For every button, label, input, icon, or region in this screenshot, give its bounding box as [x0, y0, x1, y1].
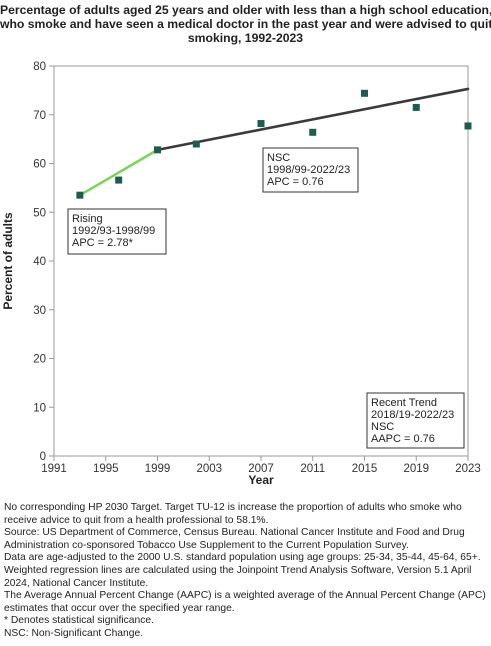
footnotes: No corresponding HP 2030 Target. Target …: [4, 502, 488, 641]
y-axis: 0 10 20 30 40 50 60 70 80: [33, 61, 54, 463]
annotation-line: 2018/19-2022/23: [371, 409, 454, 421]
y-tick-label: 30: [33, 305, 46, 317]
annotation-line: Recent Trend: [371, 397, 437, 409]
y-tick-label: 50: [33, 207, 46, 219]
chart-title: Percentage of adults aged 25 years and o…: [0, 3, 491, 45]
trend-chart: 0 10 20 30 40 50 60 70 80 1991 1995 1999 2003 2007 20…: [1, 61, 481, 487]
footnote-nsc: NSC: Non-Significant Change.: [4, 627, 144, 639]
x-tick-label: 2019: [403, 463, 429, 475]
x-tick-label: 1999: [145, 463, 171, 475]
x-axis-label: Year: [248, 473, 274, 487]
chart-title-line-1: Percentage of adults aged 25 years and o…: [0, 3, 491, 17]
annotation-frame: [366, 392, 465, 449]
annotation-line: AAPC = 0.76: [371, 433, 435, 445]
y-tick-label: 0: [40, 451, 46, 463]
trend-segment-1: [78, 148, 159, 197]
data-point: [412, 103, 420, 111]
annotation-line: 1998/99-2022/23: [267, 164, 350, 176]
trend-lines: [78, 87, 470, 197]
annotation-line: Rising: [72, 213, 103, 225]
data-point: [361, 89, 368, 97]
footnote-aapc: The Average Annual Percent Change (AAPC)…: [4, 590, 489, 614]
chart-title-line-3: smoking, 1992-2023: [187, 31, 304, 45]
x-axis: 1991 1995 1999 2003 2007 2011 2015 2019 2023: [41, 456, 481, 475]
data-point: [464, 122, 472, 130]
y-tick-label: 70: [33, 110, 46, 122]
data-point: [192, 140, 200, 148]
x-tick-label: 2015: [352, 463, 378, 475]
plot-frame: [53, 65, 469, 457]
data-points: [76, 89, 472, 199]
annotation-line: APC = 2.78*: [72, 237, 134, 249]
annotation-line: NSC: [371, 421, 394, 433]
data-point: [115, 176, 123, 184]
x-tick-label: 1991: [41, 463, 67, 475]
data-point: [257, 120, 265, 128]
x-tick-label: 2011: [300, 463, 325, 475]
x-tick-label: 2007: [248, 463, 274, 475]
y-tick-label: 80: [33, 61, 46, 73]
footnote-significance: * Denotes statistical significance.: [4, 615, 154, 627]
x-tick-label: 1995: [93, 463, 119, 475]
annotation-frame: [67, 208, 167, 255]
y-tick-label: 20: [33, 354, 46, 366]
footnote-source: Source: US Department of Commerce, Censu…: [4, 527, 468, 551]
data-point: [76, 191, 84, 199]
chart-title-line-2: who smoke and have seen a medical doctor…: [0, 17, 491, 31]
data-point: [309, 128, 317, 136]
footnote-age-adjustment: Data are age-adjusted to the 2000 U.S. s…: [4, 552, 481, 564]
annotation-line: NSC: [267, 152, 290, 164]
y-axis-label: Percent of adults: [1, 212, 15, 310]
plot-area: [53, 65, 469, 457]
y-tick-label: 10: [33, 402, 46, 414]
y-tick-label: 40: [33, 256, 46, 268]
footnote-regression: Weighted regression lines are calculated…: [4, 564, 475, 589]
x-tick-label: 2003: [196, 463, 222, 475]
y-tick-label: 60: [33, 159, 46, 171]
data-point: [154, 146, 161, 154]
annotation-line: APC = 0.76: [267, 176, 324, 188]
annotation-line: 1992/93-1998/99: [72, 225, 155, 237]
trend-segment-2: [156, 87, 470, 152]
x-tick-label: 2023: [455, 463, 481, 475]
footnote-target: No corresponding HP 2030 Target. Target …: [4, 502, 465, 526]
annotation-frame: [262, 147, 359, 193]
